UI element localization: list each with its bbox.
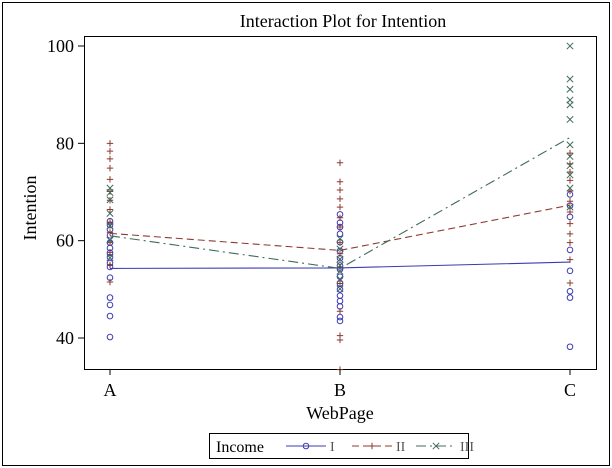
point-III-C-3 bbox=[566, 162, 574, 170]
legend-marker-III bbox=[432, 442, 440, 450]
y-axis-label: Intention bbox=[20, 176, 40, 241]
point-II-C-4 bbox=[566, 220, 574, 227]
point-III-B-6 bbox=[336, 235, 344, 243]
point-II-C-5 bbox=[566, 208, 574, 216]
point-II-A-1 bbox=[106, 261, 114, 269]
y-tick-label-40: 40 bbox=[56, 328, 74, 348]
point-II-B-4 bbox=[336, 280, 344, 287]
point-I-A-1 bbox=[106, 312, 114, 320]
point-II-B-2 bbox=[336, 332, 344, 339]
point-III-C-11 bbox=[566, 42, 574, 50]
point-II-A-10 bbox=[106, 164, 114, 172]
point-II-B-10 bbox=[336, 203, 344, 211]
point-I-C-0 bbox=[566, 343, 574, 351]
point-II-C-6 bbox=[566, 198, 574, 205]
point-II-C-0 bbox=[566, 279, 574, 287]
point-III-C-10 bbox=[566, 75, 574, 83]
point-II-A-2 bbox=[106, 249, 114, 256]
legend-title: Income bbox=[216, 439, 264, 456]
point-III-A-6 bbox=[106, 184, 114, 192]
point-II-B-9 bbox=[336, 214, 344, 221]
point-I-C-3 bbox=[566, 267, 574, 275]
point-III-C-6 bbox=[566, 115, 574, 124]
y-tick-label-60: 60 bbox=[56, 231, 74, 251]
legend-label-II: II bbox=[396, 440, 406, 455]
x-tick-label-C: C bbox=[564, 380, 576, 400]
y-tick-label-80: 80 bbox=[56, 133, 74, 153]
point-I-B-13 bbox=[336, 230, 344, 238]
point-II-B-14 bbox=[336, 159, 344, 166]
point-II-A-9 bbox=[106, 176, 114, 183]
point-II-B-8 bbox=[336, 223, 344, 231]
legend-marker-II bbox=[368, 442, 376, 450]
point-I-B-4 bbox=[336, 292, 344, 299]
series-line-I bbox=[109, 261, 571, 269]
point-II-A-8 bbox=[106, 188, 114, 195]
point-II-A-6 bbox=[106, 206, 114, 213]
legend-label-I: I bbox=[330, 440, 335, 455]
legend-label-III: III bbox=[460, 440, 474, 455]
point-III-B-4 bbox=[336, 255, 344, 263]
point-I-A-3 bbox=[106, 294, 114, 301]
point-II-C-1 bbox=[566, 256, 574, 263]
point-III-A-3 bbox=[106, 209, 114, 217]
point-III-B-2 bbox=[336, 267, 344, 275]
point-III-A-1 bbox=[106, 236, 114, 244]
point-II-C-3 bbox=[566, 230, 574, 238]
point-III-C-8 bbox=[566, 96, 574, 104]
point-III-A-2 bbox=[106, 222, 114, 230]
point-II-C-8 bbox=[566, 177, 574, 184]
point-III-C-0 bbox=[566, 203, 574, 211]
point-II-A-13 bbox=[106, 140, 114, 147]
point-II-C-2 bbox=[566, 239, 574, 246]
x-tick-label-B: B bbox=[334, 380, 346, 400]
chart-marks bbox=[106, 42, 574, 373]
point-II-A-11 bbox=[106, 155, 114, 163]
point-III-C-1 bbox=[566, 184, 574, 192]
legend-marker-I bbox=[302, 442, 310, 450]
point-III-B-1 bbox=[336, 275, 344, 283]
point-II-A-5 bbox=[106, 218, 114, 226]
point-I-A-2 bbox=[106, 301, 114, 309]
point-III-A-4 bbox=[106, 196, 114, 204]
series-line-II bbox=[109, 204, 571, 251]
point-II-B-3 bbox=[336, 308, 344, 315]
point-III-C-9 bbox=[566, 85, 574, 93]
point-I-B-0 bbox=[336, 317, 344, 325]
point-II-A-0 bbox=[106, 278, 114, 286]
point-I-C-2 bbox=[566, 287, 574, 295]
point-II-A-4 bbox=[106, 229, 114, 236]
point-II-B-11 bbox=[336, 195, 344, 203]
point-III-A-0 bbox=[106, 254, 114, 262]
point-III-B-0 bbox=[336, 285, 344, 293]
point-II-A-12 bbox=[106, 147, 114, 155]
point-III-C-5 bbox=[566, 141, 574, 149]
point-II-B-7 bbox=[336, 239, 344, 246]
x-axis-label: WebPage bbox=[306, 403, 374, 423]
point-III-B-5 bbox=[336, 245, 344, 253]
chart-title: Interaction Plot for Intention bbox=[240, 11, 446, 31]
point-II-C-7 bbox=[566, 187, 574, 195]
point-II-B-6 bbox=[336, 250, 344, 258]
chart-axes: 40 60 80 100 A B C bbox=[47, 36, 576, 400]
point-I-A-0 bbox=[106, 333, 114, 341]
point-I-C-1 bbox=[566, 294, 574, 301]
point-II-B-13 bbox=[336, 178, 344, 185]
point-II-B-12 bbox=[336, 186, 344, 194]
y-tick-label-100: 100 bbox=[47, 36, 74, 56]
series-line-III bbox=[109, 137, 571, 269]
x-tick-label-A: A bbox=[104, 380, 117, 400]
legend: Income I II III bbox=[209, 433, 474, 459]
point-II-C-9 bbox=[566, 168, 574, 176]
point-II-C-11 bbox=[566, 149, 574, 157]
point-I-C-4 bbox=[566, 246, 574, 254]
point-III-C-2 bbox=[566, 171, 574, 179]
point-III-C-4 bbox=[566, 152, 574, 161]
